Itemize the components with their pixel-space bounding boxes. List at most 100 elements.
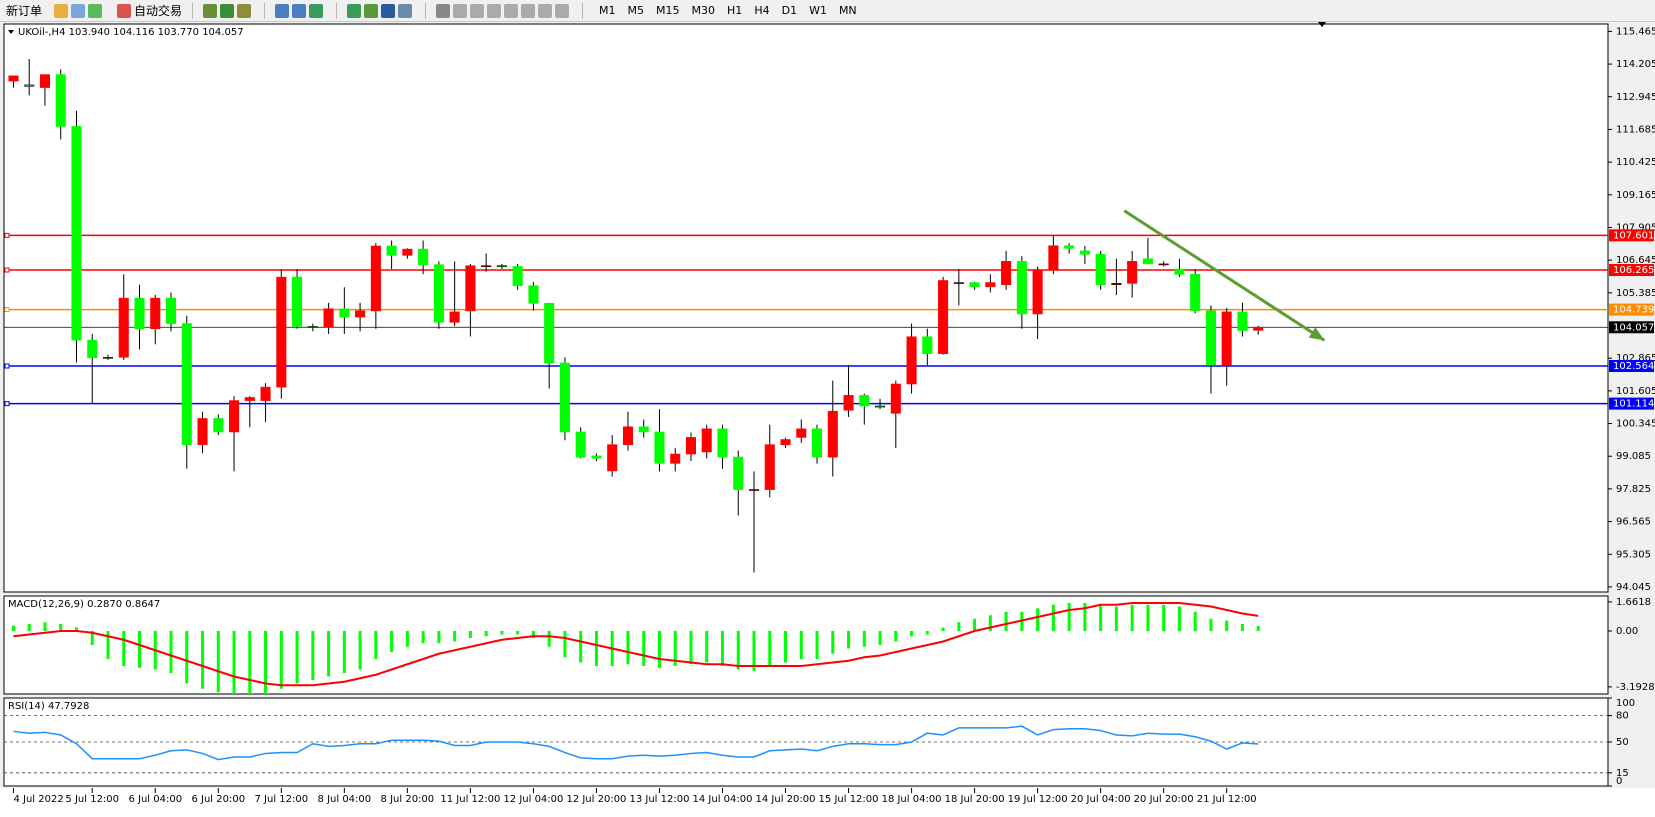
icon[interactable]: [436, 3, 451, 18]
y-tick-label: 0: [1616, 776, 1622, 787]
icon[interactable]: [309, 3, 324, 18]
macd-bar: [862, 631, 866, 647]
timeframes: M1 M5 M15 M30 H1 H4 D1 W1 MN: [593, 4, 863, 17]
candle-body: [953, 282, 964, 284]
icon[interactable]: [347, 3, 362, 18]
candle-body: [1095, 254, 1106, 285]
timeframe-button[interactable]: M15: [656, 4, 680, 17]
macd-bar: [1083, 603, 1087, 631]
x-tick-label: 7 Jul 12:00: [255, 794, 309, 805]
candle-body: [433, 264, 444, 323]
candle-body: [938, 280, 949, 354]
level-tag-label: 104.739: [1613, 305, 1654, 316]
y-tick-label: 112.945: [1616, 92, 1655, 103]
chart: UKOil-,H4 103.940 104.116 103.770 104.05…: [0, 22, 1655, 817]
candle-body: [670, 453, 681, 464]
macd-bar: [847, 631, 851, 649]
icon[interactable]: [203, 3, 218, 18]
y-tick-label: 100: [1616, 698, 1635, 709]
macd-bar: [531, 631, 535, 638]
candle-body: [244, 397, 255, 401]
icon[interactable]: [487, 3, 502, 18]
y-tick-label: -3.1928: [1616, 682, 1655, 693]
candle-body: [292, 276, 303, 327]
level-tag-label: 102.564: [1613, 361, 1654, 372]
icon[interactable]: [237, 3, 252, 18]
macd-bar: [925, 631, 929, 635]
trend-arrow-head: [1308, 327, 1325, 341]
icon[interactable]: [54, 3, 69, 18]
icon[interactable]: [470, 3, 485, 18]
candle-body: [701, 428, 712, 453]
auto-trading-button[interactable]: 自动交易: [111, 2, 188, 19]
candle-body: [307, 326, 318, 328]
macd-bar: [138, 631, 142, 668]
icon[interactable]: [521, 3, 536, 18]
macd-bar: [342, 631, 346, 673]
x-tick-label: 20 Jul 04:00: [1071, 794, 1131, 805]
timeframe-button[interactable]: M5: [627, 4, 645, 17]
icon[interactable]: [71, 3, 86, 18]
level-handle: [4, 232, 10, 238]
candle-body: [969, 282, 980, 288]
icon[interactable]: [504, 3, 519, 18]
icon[interactable]: [453, 3, 468, 18]
icon[interactable]: [220, 3, 235, 18]
x-tick-label: 4 Jul 2022: [13, 794, 63, 805]
icon[interactable]: [398, 3, 413, 18]
x-tick-label: 5 Jul 12:00: [65, 794, 119, 805]
timeframe-button[interactable]: M1: [599, 4, 616, 17]
x-tick-label: 14 Jul 04:00: [693, 794, 753, 805]
timeframe-button[interactable]: H4: [754, 4, 770, 17]
timeframe-button[interactable]: D1: [781, 4, 798, 17]
icon: [117, 3, 132, 18]
candle-body: [654, 431, 665, 464]
macd-bar: [1162, 604, 1166, 631]
level-tag-label: 106.265: [1613, 265, 1654, 276]
timeframe-button[interactable]: H1: [727, 4, 743, 17]
candle-body: [780, 439, 791, 445]
icon[interactable]: [88, 3, 103, 18]
zoom-tools: [269, 3, 332, 18]
macd-bar: [358, 631, 362, 670]
level-tag: [1609, 303, 1654, 316]
y-tick-label: 1.6618: [1616, 597, 1651, 608]
candle-body: [764, 444, 775, 490]
macd-bar: [547, 631, 551, 647]
macd-bar: [673, 631, 677, 666]
y-tick-label: 50: [1616, 737, 1629, 748]
candle-body: [134, 297, 145, 330]
timeframe-button[interactable]: M30: [691, 4, 716, 17]
candle-body: [1253, 326, 1264, 331]
icon[interactable]: [555, 3, 570, 18]
level-tag: [1609, 229, 1654, 242]
icon[interactable]: [275, 3, 290, 18]
macd-bar: [484, 631, 488, 637]
icon[interactable]: [364, 3, 379, 18]
new-order-button[interactable]: 新订单: [0, 2, 48, 19]
pane: [3, 595, 1609, 695]
macd-bar: [500, 631, 504, 635]
icon[interactable]: [381, 3, 396, 18]
candle-body: [1142, 258, 1153, 265]
icon[interactable]: [538, 3, 553, 18]
icon[interactable]: [292, 3, 307, 18]
candle-body: [1127, 261, 1138, 284]
auto-trading-label: 自动交易: [134, 4, 183, 18]
candle-body: [386, 245, 397, 256]
y-tick-label: 109.165: [1616, 190, 1655, 201]
y-tick-label: 99.085: [1616, 451, 1651, 462]
candle-body: [449, 311, 460, 323]
candle-body: [1048, 245, 1059, 271]
timeframe-button[interactable]: MN: [838, 4, 857, 17]
signal-line: [13, 602, 1259, 687]
timeframe-button[interactable]: W1: [809, 4, 827, 17]
y-tick-label: 0.00: [1616, 626, 1638, 637]
candle-body: [843, 395, 854, 411]
candle-body: [370, 245, 381, 312]
candle-body: [87, 339, 98, 359]
y-tick-label: 95.305: [1616, 549, 1651, 560]
y-tick-label: 96.565: [1616, 517, 1651, 528]
macd-bar: [1004, 611, 1008, 631]
candle-body: [1079, 250, 1090, 255]
